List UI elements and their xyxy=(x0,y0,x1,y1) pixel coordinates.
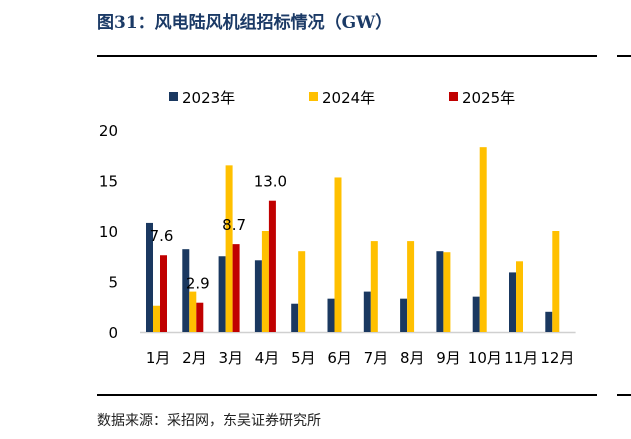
data-label: 7.6 xyxy=(150,227,174,245)
legend-label: 2023年 xyxy=(182,89,235,107)
x-tick-label: 11月 xyxy=(504,349,538,367)
x-tick-label: 8月 xyxy=(400,349,425,367)
x-tick-label: 5月 xyxy=(291,349,316,367)
x-tick-label: 9月 xyxy=(436,349,461,367)
x-tick-label: 7月 xyxy=(364,349,389,367)
bottom-rule xyxy=(97,394,597,396)
y-tick-label: 0 xyxy=(108,324,118,342)
bar-2024年 xyxy=(189,291,197,332)
top-rule-right xyxy=(617,55,631,57)
bar-2024年 xyxy=(261,231,269,332)
bar-2023年 xyxy=(545,311,553,332)
legend-label: 2025年 xyxy=(462,89,515,107)
bar-2023年 xyxy=(472,296,480,332)
bar-chart: 0 5 10 15 20 1月 2月 3月 4月 5月 6月 7月 8月 9月 10月 11月 12月 7.6 2.… xyxy=(99,89,576,367)
y-tick-label: 5 xyxy=(108,274,118,292)
bar-2023年 xyxy=(363,291,371,332)
data-label: 2.9 xyxy=(186,275,210,293)
data-label: 8.7 xyxy=(222,216,246,234)
bar-2025年 xyxy=(232,244,240,332)
bar-2024年 xyxy=(407,241,415,332)
legend-swatch xyxy=(169,92,178,101)
bar-2023年 xyxy=(254,260,262,332)
bar-2024年 xyxy=(516,261,523,332)
legend-swatch xyxy=(309,92,318,101)
bar-2023年 xyxy=(291,303,299,332)
y-tick-label: 10 xyxy=(99,223,118,241)
figure-title: 图31：风电陆风机组招标情况（GW） xyxy=(97,13,393,33)
legend-label: 2024年 xyxy=(322,89,375,107)
bar-2023年 xyxy=(400,298,408,332)
legend-swatch xyxy=(449,92,458,101)
bar-2024年 xyxy=(552,231,560,332)
x-tick-label: 10月 xyxy=(468,349,502,367)
x-tick-label: 2月 xyxy=(182,349,207,367)
bar-2025年 xyxy=(268,200,276,332)
source-note: 数据来源：采招网，东吴证券研究所 xyxy=(97,413,321,429)
bottom-rule-right xyxy=(617,394,631,396)
bar-2024年 xyxy=(225,165,233,332)
data-label: 13.0 xyxy=(254,173,287,191)
bar-2024年 xyxy=(334,177,342,332)
bar-2023年 xyxy=(218,256,226,332)
bar-2024年 xyxy=(298,251,306,332)
y-tick-label: 15 xyxy=(99,173,118,191)
bar-2023年 xyxy=(182,249,190,332)
bar-2025年 xyxy=(160,255,167,332)
x-tick-label: 6月 xyxy=(327,349,352,367)
x-tick-label: 12月 xyxy=(540,349,574,367)
x-tick-label: 1月 xyxy=(146,349,171,367)
x-tick-label: 4月 xyxy=(255,349,280,367)
bar-2023年 xyxy=(146,222,153,332)
bar-2025年 xyxy=(196,302,204,332)
bar-2024年 xyxy=(443,252,451,332)
x-tick-label: 3月 xyxy=(218,349,243,367)
bar-2023年 xyxy=(509,272,516,332)
bar-2023年 xyxy=(327,298,335,332)
bar-2024年 xyxy=(153,305,160,332)
y-tick-label: 20 xyxy=(99,122,118,140)
bar-2024年 xyxy=(370,241,378,332)
bar-2023年 xyxy=(436,251,444,332)
bar-2024年 xyxy=(479,147,487,332)
top-rule xyxy=(97,55,597,57)
